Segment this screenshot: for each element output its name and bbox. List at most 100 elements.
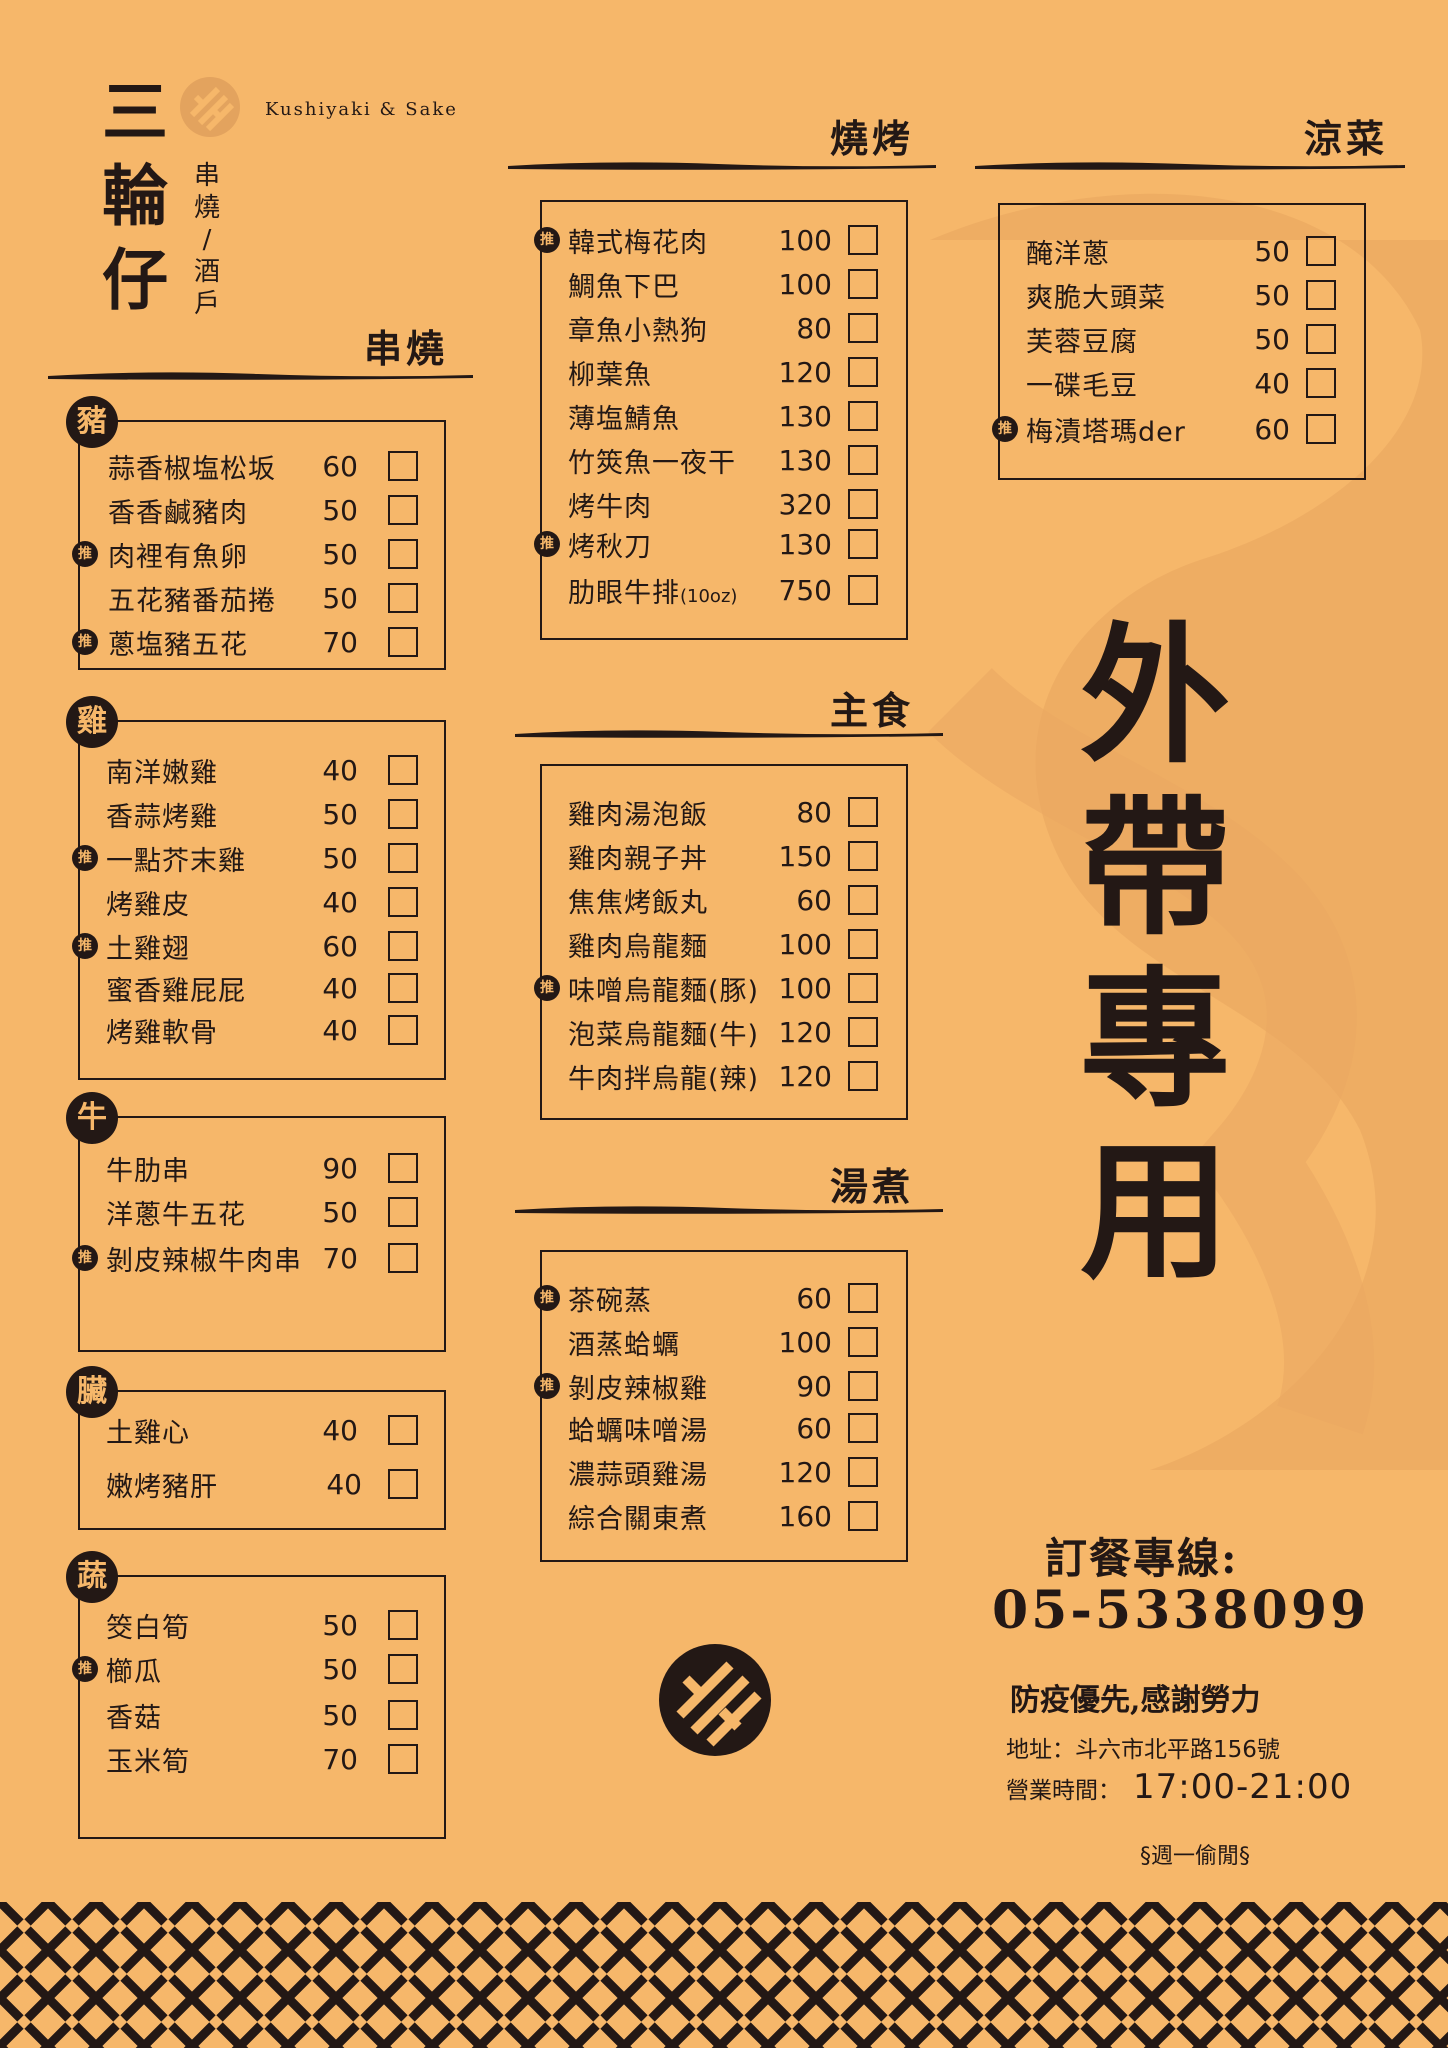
menu-row: 蜜香雞屁屁 40 — [80, 968, 444, 1008]
order-checkbox[interactable] — [388, 973, 418, 1003]
item-price: 40 — [1254, 366, 1290, 400]
item-price: 80 — [796, 311, 832, 345]
item-name: 肉裡有魚卵 — [108, 541, 248, 573]
order-checkbox[interactable] — [848, 1061, 878, 1091]
category-badge-vegetable: 蔬 — [66, 1551, 118, 1603]
item-name: 烤牛肉 — [568, 491, 652, 523]
order-checkbox[interactable] — [848, 445, 878, 475]
menu-row: 推蔥塩豬五花 70 — [72, 622, 444, 662]
order-checkbox[interactable] — [1306, 236, 1336, 266]
order-checkbox[interactable] — [388, 843, 418, 873]
order-checkbox[interactable] — [388, 539, 418, 569]
order-checkbox[interactable] — [388, 627, 418, 657]
item-name: 薄塩鯖魚 — [568, 403, 680, 435]
item-name: 肋眼牛排(10oz) — [568, 571, 737, 610]
order-checkbox[interactable] — [848, 1371, 878, 1401]
menu-row: 推土雞翅 60 — [72, 926, 444, 966]
order-checkbox[interactable] — [388, 495, 418, 525]
menu-row: 推肉裡有魚卵 50 — [72, 534, 444, 574]
subtitle-char: 串 — [193, 161, 220, 191]
order-checkbox[interactable] — [1306, 368, 1336, 398]
order-checkbox[interactable] — [848, 357, 878, 387]
brand-name: 三 輪 仔 — [95, 70, 175, 322]
order-checkbox[interactable] — [848, 313, 878, 343]
menu-row: 醃洋蔥 50 — [1000, 231, 1364, 271]
item-price: 50 — [1254, 322, 1290, 356]
item-price: 50 — [1254, 234, 1290, 268]
item-price: 120 — [778, 1455, 832, 1489]
order-checkbox[interactable] — [388, 1654, 418, 1684]
takeout-char: 外 — [1079, 608, 1230, 784]
order-checkbox[interactable] — [848, 529, 878, 559]
order-checkbox[interactable] — [388, 1610, 418, 1640]
order-checkbox[interactable] — [848, 575, 878, 605]
menu-row: 肋眼牛排(10oz) 750 — [542, 570, 906, 610]
item-price: 90 — [322, 1151, 358, 1185]
menu-row: 推烤秋刀 130 — [534, 524, 906, 564]
order-checkbox[interactable] — [848, 797, 878, 827]
order-checkbox[interactable] — [388, 1015, 418, 1045]
menu-row: 推梅漬塔瑪der 60 — [992, 409, 1364, 449]
order-checkbox[interactable] — [388, 1197, 418, 1227]
menu-row: 推茶碗蒸 60 — [534, 1278, 906, 1318]
order-checkbox[interactable] — [848, 1413, 878, 1443]
order-checkbox[interactable] — [388, 1700, 418, 1730]
order-checkbox[interactable] — [388, 1153, 418, 1183]
section-title-main: 主食 — [829, 689, 914, 733]
order-checkbox[interactable] — [848, 1457, 878, 1487]
order-checkbox[interactable] — [848, 1501, 878, 1531]
order-checkbox[interactable] — [848, 489, 878, 519]
order-checkbox[interactable] — [388, 1415, 418, 1445]
order-checkbox[interactable] — [388, 583, 418, 613]
order-checkbox[interactable] — [388, 451, 418, 481]
recommend-badge-icon: 推 — [534, 531, 560, 557]
item-name: 茶碗蒸 — [568, 1285, 652, 1317]
item-name: 綜合關東煮 — [568, 1503, 708, 1535]
order-phone-number[interactable]: 05-5338099 — [992, 1580, 1370, 1641]
recommend-badge-icon: 推 — [534, 1285, 560, 1311]
address: 地址：斗六市北平路156號 — [1006, 1737, 1280, 1763]
order-checkbox[interactable] — [1306, 324, 1336, 354]
order-checkbox[interactable] — [848, 269, 878, 299]
order-checkbox[interactable] — [388, 1744, 418, 1774]
item-price: 60 — [1254, 412, 1290, 446]
order-checkbox[interactable] — [848, 401, 878, 431]
order-checkbox[interactable] — [848, 1283, 878, 1313]
order-checkbox[interactable] — [848, 929, 878, 959]
order-checkbox[interactable] — [848, 1017, 878, 1047]
menu-row: 烤牛肉 320 — [542, 484, 906, 524]
item-price: 50 — [322, 1652, 358, 1686]
item-price: 150 — [778, 839, 832, 873]
menu-row: 玉米筍 70 — [80, 1739, 444, 1779]
menu-row: 牛肉拌烏龍(辣) 120 — [542, 1056, 906, 1096]
brush-divider — [515, 1206, 943, 1214]
order-checkbox[interactable] — [848, 1327, 878, 1357]
item-price: 100 — [778, 1325, 832, 1359]
order-checkbox[interactable] — [388, 887, 418, 917]
order-checkbox[interactable] — [1306, 414, 1336, 444]
item-name: 剝皮辣椒牛肉串 — [106, 1245, 302, 1277]
menu-row: 雞肉湯泡飯 80 — [542, 792, 906, 832]
item-price: 50 — [322, 1698, 358, 1732]
order-checkbox[interactable] — [388, 1469, 418, 1499]
order-checkbox[interactable] — [848, 841, 878, 871]
order-checkbox[interactable] — [848, 225, 878, 255]
order-checkbox[interactable] — [848, 973, 878, 1003]
item-price: 120 — [778, 1015, 832, 1049]
order-checkbox[interactable] — [848, 885, 878, 915]
item-price: 130 — [778, 443, 832, 477]
order-checkbox[interactable] — [388, 931, 418, 961]
order-checkbox[interactable] — [388, 799, 418, 829]
recommend-badge-icon: 推 — [534, 1373, 560, 1399]
menu-row: 推櫛瓜 50 — [72, 1649, 444, 1689]
order-checkbox[interactable] — [388, 755, 418, 785]
recommend-badge-icon: 推 — [992, 416, 1018, 442]
item-price: 120 — [778, 355, 832, 389]
order-checkbox[interactable] — [1306, 280, 1336, 310]
item-name: 韓式梅花肉 — [568, 227, 708, 259]
menu-row: 蒜香椒塩松坂 60 — [80, 446, 444, 486]
recommend-badge-icon: 推 — [72, 541, 98, 567]
item-name: 蔥塩豬五花 — [108, 629, 248, 661]
order-checkbox[interactable] — [388, 1243, 418, 1273]
subtitle-char: / — [202, 225, 212, 255]
